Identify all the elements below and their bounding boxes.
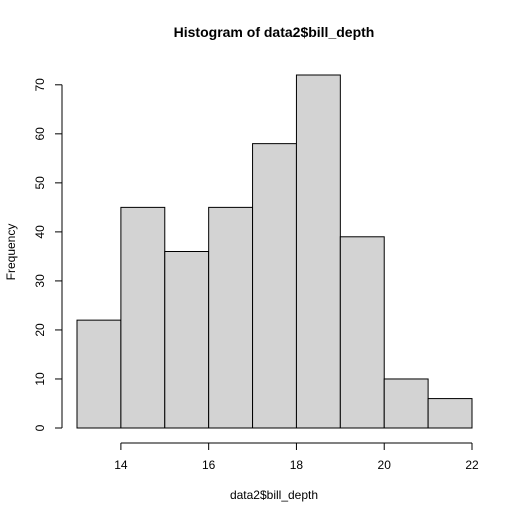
histogram-bar-2	[164, 251, 210, 429]
x-axis: 14 16 18 20 22	[114, 442, 479, 472]
histogram-bar-6	[339, 236, 385, 429]
x-tick-label-2: 18	[290, 458, 304, 472]
x-tick-label-4: 22	[465, 458, 479, 472]
histogram-bar-5	[295, 74, 341, 429]
histogram-bar-7	[383, 378, 429, 429]
y-tick-label-0: 0	[33, 424, 47, 431]
y-tick-label-5: 50	[33, 176, 47, 190]
y-tick-label-3: 30	[33, 274, 47, 288]
y-tick-label-2: 20	[33, 323, 47, 337]
bars-group	[76, 74, 473, 429]
histogram-bar-1	[120, 206, 166, 429]
histogram-bar-8	[427, 398, 473, 429]
y-axis-label: Frequency	[4, 224, 18, 281]
x-tick-label-1: 16	[202, 458, 216, 472]
chart-title: Histogram of data2$bill_depth	[174, 24, 375, 40]
histogram-bar-0	[76, 319, 122, 429]
y-axis: 0 10 20 30 40 50 60 70	[33, 78, 63, 431]
x-tick-label-0: 14	[114, 458, 128, 472]
y-tick-label-6: 60	[33, 127, 47, 141]
y-tick-label-7: 70	[33, 78, 47, 92]
histogram-bar-3	[208, 206, 254, 429]
x-axis-label: data2$bill_depth	[230, 488, 318, 502]
y-tick-label-1: 10	[33, 372, 47, 386]
x-tick-label-3: 20	[378, 458, 392, 472]
histogram-bar-4	[252, 143, 297, 429]
y-tick-label-4: 40	[33, 225, 47, 239]
